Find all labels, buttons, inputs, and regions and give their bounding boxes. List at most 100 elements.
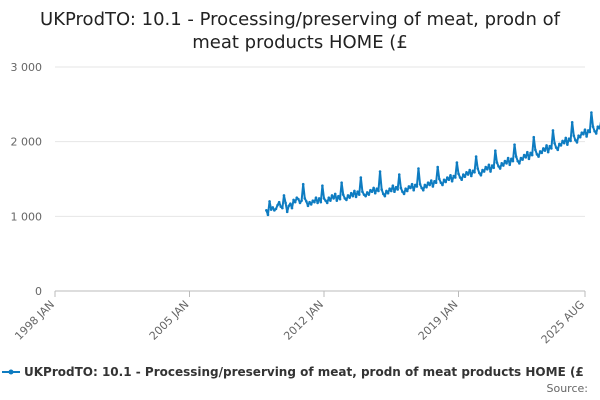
data-point: [442, 178, 446, 182]
data-point: [394, 185, 398, 189]
data-point: [479, 173, 483, 177]
data-point: [364, 194, 367, 198]
y-tick-label: 3 000: [11, 61, 43, 74]
data-point: [510, 157, 513, 161]
data-point: [346, 194, 350, 197]
data-point: [490, 164, 494, 167]
data-point: [548, 144, 552, 148]
data-point: [522, 153, 526, 157]
data-point: [434, 181, 438, 185]
legend-series-label: UKProdTO: 10.1 - Processing/preserving o…: [24, 365, 584, 379]
data-point: [473, 170, 476, 174]
data-point: [526, 150, 529, 154]
data-point: [356, 190, 359, 193]
data-point: [439, 181, 443, 185]
y-tick-label: 0: [35, 285, 42, 298]
data-point: [268, 200, 271, 203]
data-point: [550, 147, 553, 150]
data-point: [271, 206, 275, 209]
data-point: [445, 176, 449, 179]
data-point: [361, 190, 364, 193]
data-point: [566, 143, 569, 146]
data-point: [463, 175, 467, 179]
data-point: [529, 151, 532, 155]
data-point: [482, 170, 486, 173]
data-point: [290, 206, 294, 210]
chart-title-line-1: UKProdTO: 10.1 - Processing/preserving o…: [40, 9, 561, 30]
data-point: [462, 173, 465, 176]
data-point: [266, 213, 270, 217]
data-point: [399, 186, 403, 190]
data-point: [329, 199, 332, 202]
data-point: [508, 163, 512, 167]
data-point: [388, 187, 391, 191]
data-point: [303, 197, 307, 200]
data-point: [357, 193, 361, 196]
data-point: [514, 155, 518, 158]
data-point: [412, 188, 415, 192]
gridlines: [55, 66, 585, 292]
data-point: [492, 166, 496, 170]
data-point: [426, 181, 430, 185]
data-point: [444, 180, 447, 184]
data-point: [543, 149, 547, 152]
data-point: [489, 170, 492, 173]
data-point: [397, 173, 401, 176]
data-point: [476, 167, 480, 170]
data-point: [588, 130, 592, 134]
data-point: [478, 171, 481, 175]
y-axis: 0 1 000 2 000 3 000: [11, 61, 43, 298]
data-point: [441, 183, 444, 187]
data-point: [265, 209, 268, 212]
data-point: [458, 176, 462, 179]
data-point: [495, 161, 499, 164]
data-point: [348, 196, 351, 199]
data-point: [349, 191, 353, 195]
legend-series-marker: [8, 369, 14, 375]
data-point: [559, 144, 563, 147]
data-point: [289, 202, 292, 205]
data-point: [359, 176, 363, 179]
data-point: [309, 203, 313, 206]
data-point: [401, 190, 404, 193]
data-point: [377, 189, 380, 193]
data-point: [506, 156, 510, 160]
data-point: [293, 200, 297, 204]
data-point: [281, 206, 284, 210]
data-point: [574, 138, 577, 142]
data-point: [337, 194, 340, 198]
data-point: [396, 188, 399, 191]
data-point: [415, 185, 419, 188]
data-point: [474, 155, 478, 158]
data-point: [365, 191, 369, 194]
data-point: [498, 167, 502, 170]
data-point: [317, 197, 321, 200]
y-tick-label: 1 000: [11, 210, 43, 223]
data-point: [297, 197, 300, 201]
data-point: [590, 111, 593, 114]
x-tick-label: 1998 JAN: [12, 298, 57, 343]
data-point: [332, 197, 335, 200]
data-point: [282, 194, 286, 197]
data-point: [537, 155, 540, 158]
data-point: [298, 201, 302, 205]
data-point: [454, 176, 457, 179]
legend[interactable]: UKProdTO: 10.1 - Processing/preserving o…: [2, 365, 584, 379]
data-point: [319, 200, 323, 204]
data-point: [316, 201, 319, 205]
data-point: [389, 189, 393, 193]
data-point: [450, 179, 454, 183]
data-point: [527, 157, 531, 161]
data-point: [457, 172, 460, 176]
data-point: [425, 185, 428, 189]
data-point: [417, 167, 420, 170]
data-point: [578, 135, 582, 139]
data-point: [518, 162, 521, 165]
data-point: [484, 165, 488, 169]
data-point: [465, 170, 468, 174]
data-point: [540, 151, 544, 155]
data-point: [486, 167, 489, 171]
x-tick-label: 2012 JAN: [281, 298, 326, 343]
data-point: [516, 159, 520, 163]
